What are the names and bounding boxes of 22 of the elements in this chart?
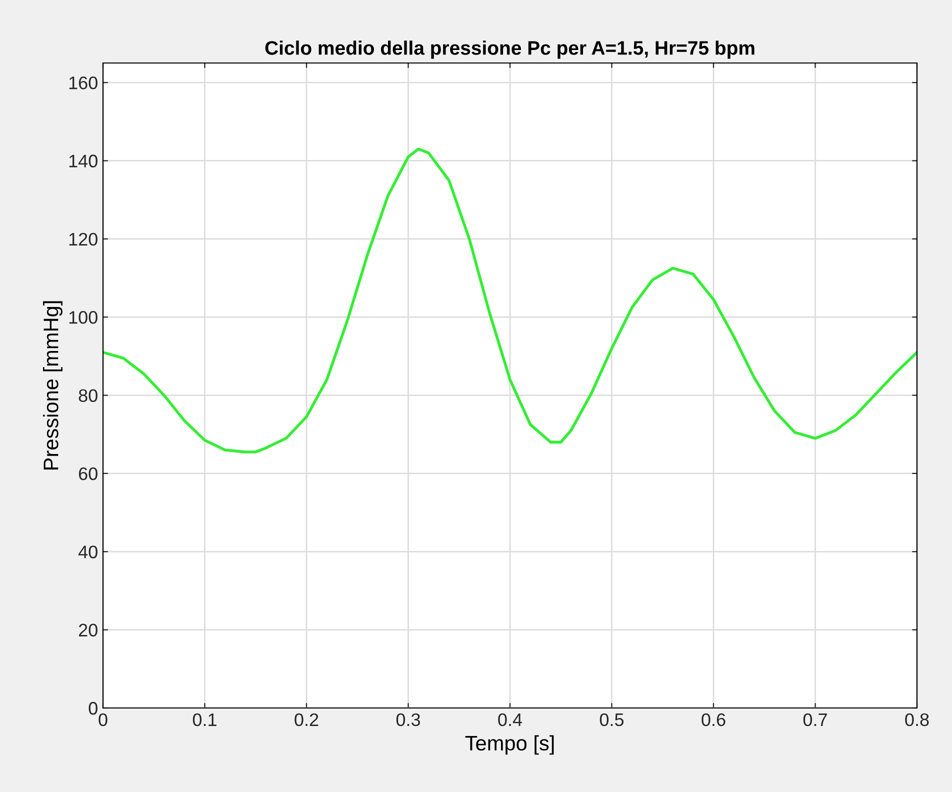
x-tick-label: 0.4 bbox=[498, 713, 522, 726]
y-tick-label: 140 bbox=[69, 154, 98, 168]
y-tick-label: 120 bbox=[69, 232, 98, 246]
x-tick-label: 0.8 bbox=[905, 713, 929, 726]
x-tick-label: 0.3 bbox=[396, 713, 420, 726]
x-tick-label: 0.6 bbox=[702, 713, 726, 726]
y-tick-label: 0 bbox=[88, 702, 98, 715]
x-axis-title: Tempo [s] bbox=[465, 735, 554, 755]
x-tick-label: 0.5 bbox=[600, 713, 624, 726]
y-tick-label: 60 bbox=[78, 467, 98, 480]
y-tick-label: 80 bbox=[78, 389, 98, 402]
y-tick-label: 20 bbox=[78, 624, 98, 637]
x-tick-label: 0 bbox=[98, 713, 108, 726]
line-series bbox=[103, 148, 917, 454]
x-tick-label: 0.2 bbox=[294, 713, 318, 726]
y-tick-label: 160 bbox=[69, 76, 98, 90]
chart-title: Ciclo medio della pressione Pc per A=1.5, Hr=75 bpm bbox=[265, 40, 754, 59]
y-axis-title: Pressione [mmHg] bbox=[43, 301, 62, 470]
x-tick-label: 0.7 bbox=[803, 713, 827, 726]
y-tick-label: 40 bbox=[78, 546, 98, 558]
x-tick-label: 0.1 bbox=[192, 713, 216, 726]
y-tick-label: 100 bbox=[69, 311, 98, 324]
